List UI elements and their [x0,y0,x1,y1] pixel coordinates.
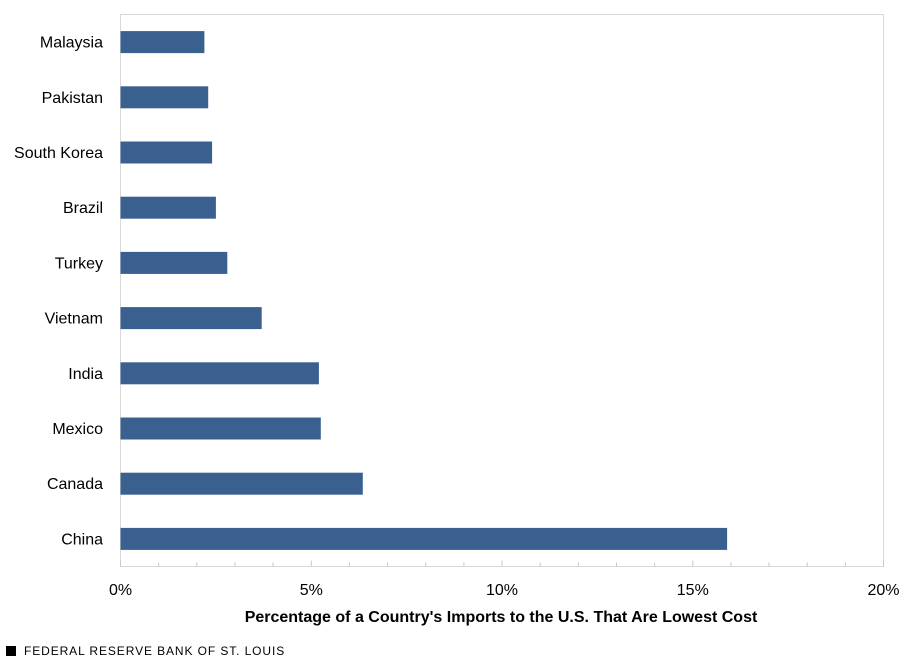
bar-chart: Malaysia Pakistan South Korea Brazil Turkey V… [14,14,900,626]
bar-india [120,362,319,385]
x-tick-label: 0% [109,582,132,599]
bar-china [120,527,728,550]
x-tick-label: 15% [677,582,709,599]
category-label-south-korea: South Korea [14,145,103,162]
bar-mexico [120,417,321,440]
bar-south-korea [120,141,213,164]
x-tick-label: 20% [867,582,899,599]
bar-turkey [120,251,228,274]
category-label-turkey: Turkey [55,255,103,272]
category-labels: Malaysia Pakistan South Korea Brazil Turkey V… [14,35,103,549]
category-label-canada: Canada [47,476,103,493]
x-axis-tick-labels: 0% 5% 10% 15% 20% [109,582,900,599]
category-label-malaysia: Malaysia [40,35,103,52]
bar-vietnam [120,307,262,330]
bar-canada [120,472,363,495]
bars-group [120,31,728,550]
x-axis-title: Percentage of a Country's Imports to the… [245,609,758,626]
category-label-india: India [68,366,103,383]
bar-brazil [120,196,216,219]
bar-malaysia [120,31,205,54]
x-axis-ticks [120,560,884,567]
category-label-brazil: Brazil [63,200,103,217]
footer-source: FEDERAL RESERVE BANK OF ST. LOUIS [24,644,286,658]
footer-square-icon [6,646,16,656]
bar-pakistan [120,86,209,109]
category-label-vietnam: Vietnam [45,311,103,328]
category-label-pakistan: Pakistan [42,90,103,107]
category-label-china: China [61,531,103,548]
x-tick-label: 10% [486,582,518,599]
footer: FEDERAL RESERVE BANK OF ST. LOUIS [6,643,285,659]
x-tick-label: 5% [300,582,323,599]
category-label-mexico: Mexico [52,421,103,438]
